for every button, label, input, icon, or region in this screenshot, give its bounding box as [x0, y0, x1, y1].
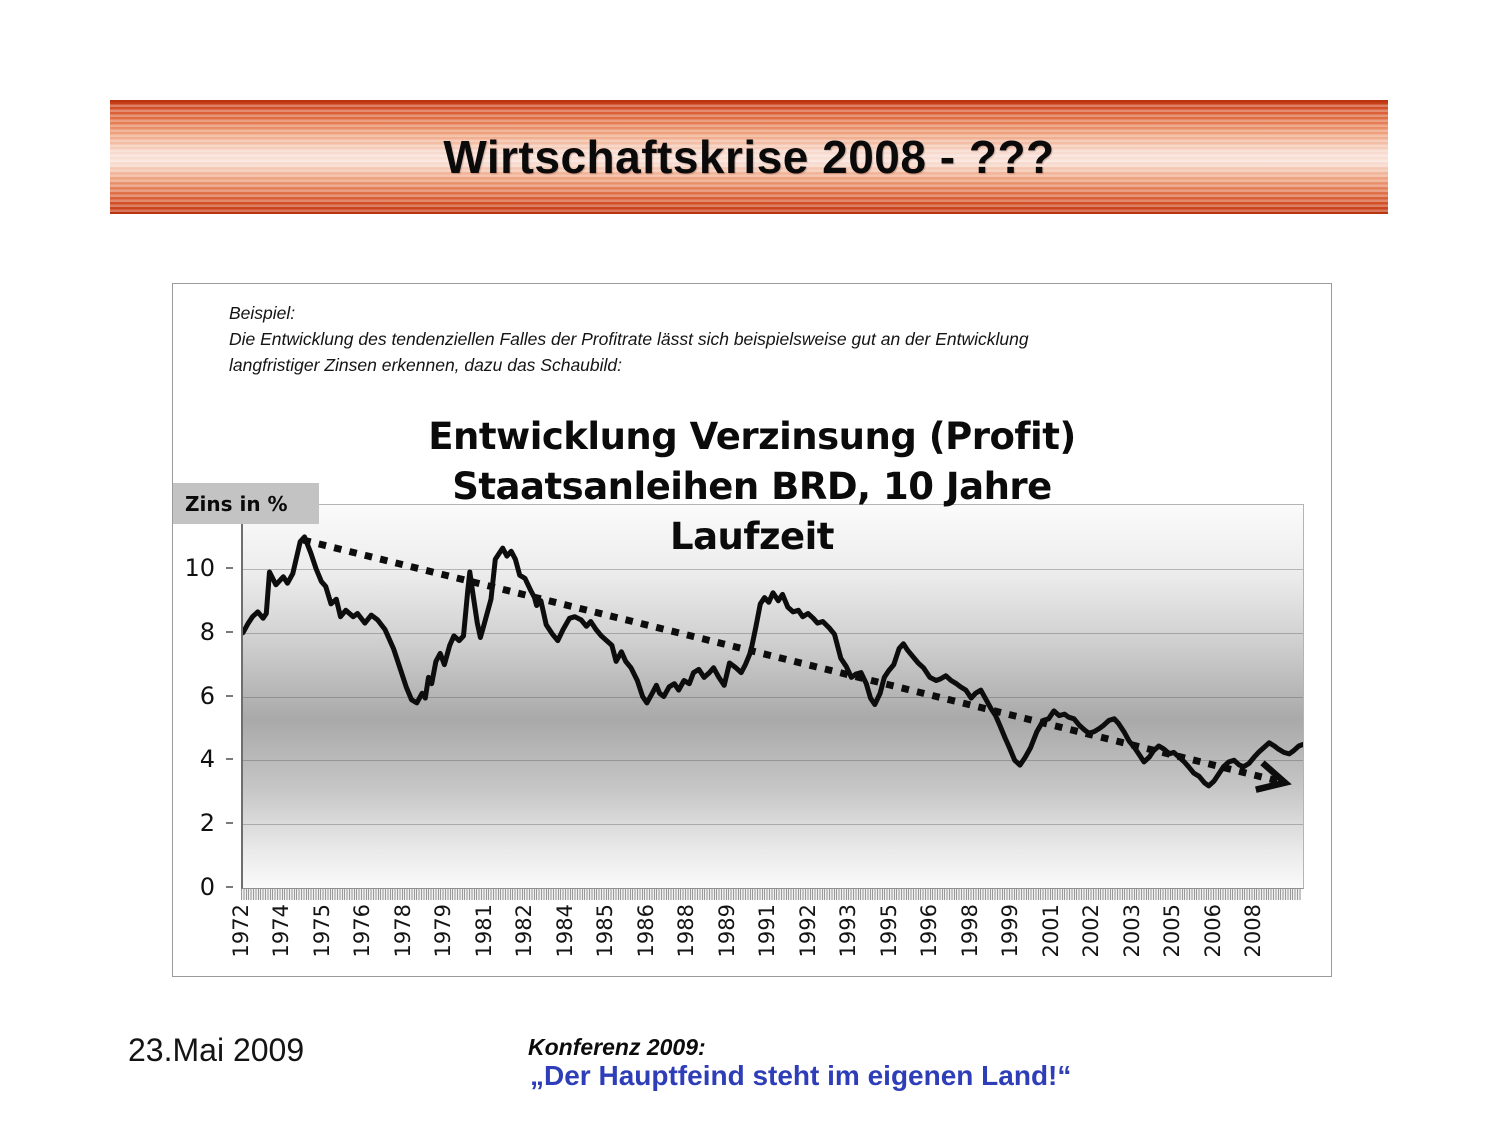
title-banner: Wirtschaftskrise 2008 - ???: [110, 100, 1388, 214]
x-tick-label: 2003: [1119, 904, 1144, 958]
x-tick-label: 2008: [1241, 904, 1265, 958]
y-tick-mark: [226, 566, 233, 569]
plot-area: [241, 504, 1304, 889]
trend-arrowhead-icon: [1255, 760, 1292, 793]
y-tick-label: 0: [199, 873, 215, 901]
chart-title-line-3: Laufzeit: [670, 515, 834, 558]
y-tick-label: 10: [184, 553, 215, 582]
x-tick-label: 1996: [917, 904, 942, 958]
example-line-3: langfristiger Zinsen erkennen, dazu das …: [229, 355, 623, 375]
x-tick-label: 1995: [876, 904, 901, 958]
x-tick-label: 1982: [512, 904, 537, 958]
x-tick-label: 1979: [431, 904, 456, 958]
x-tick-label: 1992: [795, 904, 820, 958]
x-tick-label: 1993: [836, 904, 861, 958]
x-tick-label: 1978: [390, 904, 415, 958]
y-tick-mark: [226, 822, 233, 825]
y-tick-label: 8: [199, 617, 215, 646]
x-tick-label: 2001: [1038, 904, 1063, 958]
x-tick-label: 1975: [309, 904, 334, 958]
y-tick-label: 6: [199, 681, 215, 710]
gridline: [243, 568, 1303, 570]
y-tick-label: 4: [199, 745, 215, 774]
y-axis-title-box: Zins in %: [173, 483, 319, 524]
example-line-1: Beispiel:: [229, 303, 296, 323]
x-tick-label: 1972: [229, 904, 253, 958]
x-axis-labels: 1972 1974 1975 1976 1978 1979 1981 1982 1984 1985…: [229, 904, 1303, 974]
gridline: [243, 824, 1303, 826]
example-line-2: Die Entwicklung des tendenziellen Falles…: [229, 329, 1029, 349]
gridline: [243, 632, 1303, 634]
example-paragraph: Beispiel: Die Entwicklung des tendenziel…: [229, 300, 1029, 378]
slide-date: 23.Mai 2009: [128, 1032, 305, 1068]
x-tick-label: 1991: [755, 904, 780, 958]
conference-quote: „Der Hauptfeind steht im eigenen Land!“: [530, 1060, 1072, 1091]
gridline: [243, 696, 1303, 698]
conference-label: Konferenz 2009:: [528, 1034, 706, 1060]
y-tick-mark: [226, 694, 233, 697]
x-tick-label: 2005: [1160, 904, 1185, 958]
trend-line: [302, 536, 1286, 787]
y-tick-mark: [226, 630, 233, 633]
x-tick-label: 1986: [633, 904, 658, 958]
x-tick-label: 1988: [674, 904, 699, 958]
x-tick-label: 1976: [350, 904, 375, 958]
gridline: [243, 760, 1303, 762]
x-tick-label: 1985: [593, 904, 618, 958]
x-tick-label: 2006: [1200, 904, 1225, 958]
chart-plot-svg: [243, 534, 1303, 793]
x-tick-label: 1984: [552, 904, 577, 958]
y-axis-tick-labels: 0 2 4 6 8 10: [173, 504, 235, 901]
x-axis-tick-strip: [241, 888, 1301, 900]
x-tick-label: 1999: [998, 904, 1023, 958]
y-tick-mark: [226, 886, 233, 888]
slide-title: Wirtschaftskrise 2008 - ???: [443, 131, 1055, 183]
chart-panel: Beispiel: Die Entwicklung des tendenziel…: [172, 283, 1332, 977]
chart-title-line-1: Entwicklung Verzinsung (Profit): [428, 415, 1076, 458]
x-tick-label: 1989: [714, 904, 739, 958]
y-tick-mark: [226, 758, 233, 761]
chart-title: Entwicklung Verzinsung (Profit) Staatsan…: [173, 412, 1331, 562]
x-tick-label: 1998: [957, 904, 982, 958]
x-tick-label: 2002: [1079, 904, 1104, 958]
x-tick-label: 1981: [471, 904, 496, 958]
chart-title-line-2: Staatsanleihen BRD, 10 Jahre: [452, 465, 1052, 508]
interest-rate-line: [243, 534, 1303, 789]
x-tick-label: 1974: [269, 904, 294, 958]
y-tick-label: 2: [199, 809, 215, 838]
